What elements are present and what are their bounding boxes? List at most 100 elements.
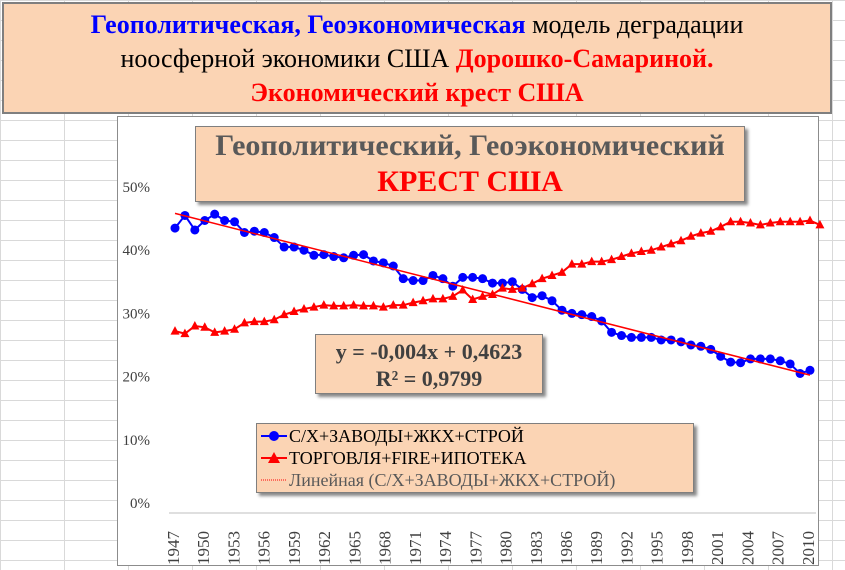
data-point-circle xyxy=(726,357,736,367)
data-point-triangle xyxy=(349,300,359,309)
data-point-triangle xyxy=(636,246,646,255)
chart-title-line1: Геополитический, Геоэкономический xyxy=(215,129,725,162)
data-point-circle xyxy=(279,242,289,252)
red-triangle-marker-icon xyxy=(261,452,287,463)
data-point-circle xyxy=(616,331,626,341)
data-point-triangle xyxy=(249,316,259,326)
data-point-triangle xyxy=(458,285,468,294)
data-point-triangle xyxy=(745,218,755,227)
chart-legend[interactable]: С/Х+ЗАВОДЫ+ЖКХ+СТРОЙ ТОРГОВЛЯ+FIRE+ИПОТЕ… xyxy=(256,423,694,493)
trendline xyxy=(174,212,811,376)
x-tick-label: 1953 xyxy=(224,531,243,565)
data-point-circle xyxy=(765,354,775,364)
data-point-circle xyxy=(190,225,200,235)
data-point-circle xyxy=(299,245,309,255)
x-tick-label: 2010 xyxy=(799,531,818,565)
banner-text-3: ноосферной экономики США xyxy=(120,44,456,73)
data-point-triangle xyxy=(805,215,815,224)
data-point-circle xyxy=(736,358,746,368)
data-point-triangle xyxy=(497,283,507,292)
x-tick-label: 1983 xyxy=(527,531,546,565)
data-point-circle xyxy=(607,327,617,337)
data-point-circle xyxy=(488,278,497,288)
data-point-triangle xyxy=(736,216,746,226)
banner-text-1: Геополитическая, Геоэкономическая xyxy=(90,10,526,39)
x-tick-label: 1986 xyxy=(557,531,576,565)
data-point-circle xyxy=(785,359,795,369)
data-point-triangle xyxy=(269,314,279,324)
x-tick-label: 1992 xyxy=(617,531,636,565)
data-point-circle xyxy=(170,223,180,233)
x-tick-label: 1998 xyxy=(678,531,697,565)
data-point-triangle xyxy=(567,259,577,268)
data-point-triangle xyxy=(686,231,696,240)
data-point-triangle xyxy=(795,216,805,226)
data-point-triangle xyxy=(200,322,210,331)
banner-text-4: Дорошко-Самариной. xyxy=(455,44,714,73)
data-point-triangle xyxy=(319,300,329,309)
data-point-circle xyxy=(716,351,726,361)
data-point-triangle xyxy=(527,278,537,288)
legend-label-series-1: С/Х+ЗАВОДЫ+ЖКХ+СТРОЙ xyxy=(289,425,524,446)
trendline-label[interactable]: y = -0,004x + 0,4623 R² = 0,9799 xyxy=(315,334,543,394)
data-point-triangle xyxy=(170,326,180,335)
data-point-triangle xyxy=(428,293,438,303)
data-point-circle xyxy=(349,250,359,260)
legend-label-series-2: ТОРГОВЛЯ+FIRE+ИПОТЕКА xyxy=(289,447,527,468)
x-tick-label: 2001 xyxy=(708,531,727,565)
data-point-triangle xyxy=(210,327,220,336)
y-tick-label: 30% xyxy=(123,306,151,322)
banner-text-2: модель деградации xyxy=(525,10,744,39)
data-point-circle xyxy=(478,274,488,284)
chart-title-line2: КРЕСТ США xyxy=(377,165,563,198)
data-point-triangle xyxy=(378,302,388,311)
data-point-triangle xyxy=(289,306,299,316)
data-point-triangle xyxy=(368,300,378,310)
data-point-triangle xyxy=(388,300,398,309)
data-point-triangle xyxy=(279,309,289,319)
banner-text-5: Экономический крест США xyxy=(250,78,584,107)
x-tick-label: 1995 xyxy=(648,531,667,565)
y-tick-label: 10% xyxy=(123,433,151,449)
x-tick-label: 1971 xyxy=(406,531,425,565)
data-point-triangle xyxy=(765,218,775,227)
data-point-circle xyxy=(309,250,319,260)
x-tick-label: 1974 xyxy=(436,531,455,566)
data-point-triangle xyxy=(537,273,547,283)
data-point-circle xyxy=(636,332,646,342)
data-point-triangle xyxy=(626,248,636,257)
x-tick-label: 1977 xyxy=(466,531,485,566)
data-point-triangle xyxy=(815,219,825,229)
data-point-triangle xyxy=(478,291,488,300)
y-tick-label: 20% xyxy=(123,370,151,386)
data-point-circle xyxy=(507,277,517,287)
data-point-triangle xyxy=(646,245,656,254)
chart-title-box[interactable]: Геополитический, Геоэкономический КРЕСТ … xyxy=(195,126,745,202)
data-point-triangle xyxy=(696,228,706,237)
data-point-triangle xyxy=(716,221,726,231)
page-banner: Геополитическая, Геоэкономическая модель… xyxy=(2,2,832,114)
data-point-circle xyxy=(230,217,240,227)
data-point-triangle xyxy=(577,259,587,268)
legend-item-trendline: Линейная (С/Х+ЗАВОДЫ+ЖКХ+СТРОЙ) xyxy=(261,469,689,491)
data-point-circle xyxy=(458,272,468,282)
data-point-triangle xyxy=(656,242,666,251)
data-point-triangle xyxy=(408,297,418,307)
data-point-triangle xyxy=(299,303,309,313)
data-point-triangle xyxy=(220,326,230,335)
data-point-triangle xyxy=(309,302,319,311)
data-point-triangle xyxy=(418,295,428,305)
x-tick-label: 1968 xyxy=(376,531,395,565)
x-tick-label: 1959 xyxy=(285,531,304,565)
x-tick-label: 2004 xyxy=(738,531,757,566)
x-tick-label: 2007 xyxy=(769,531,788,566)
data-point-triangle xyxy=(755,219,765,229)
data-point-circle xyxy=(795,368,805,378)
data-point-circle xyxy=(527,293,537,303)
legend-item-series-2: ТОРГОВЛЯ+FIRE+ИПОТЕКА xyxy=(261,447,689,469)
x-tick-label: 1980 xyxy=(497,531,516,565)
data-point-circle xyxy=(428,270,438,280)
y-tick-label: 50% xyxy=(123,180,151,196)
x-tick-label: 1950 xyxy=(194,531,213,565)
data-point-circle xyxy=(537,291,547,301)
